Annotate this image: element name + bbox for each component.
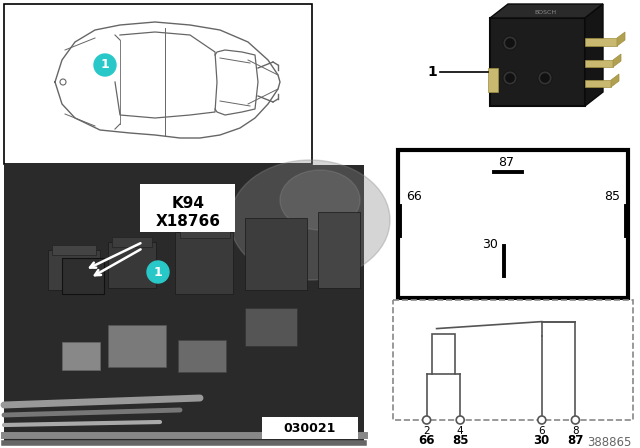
Bar: [585, 60, 613, 67]
Bar: [393, 300, 633, 420]
Text: 1: 1: [427, 65, 437, 79]
Bar: [62, 258, 104, 294]
Bar: [4, 4, 312, 164]
Text: K94: K94: [172, 195, 205, 211]
Text: 8: 8: [572, 426, 579, 436]
Text: 30: 30: [534, 435, 550, 448]
Circle shape: [506, 39, 515, 47]
Text: 2: 2: [423, 426, 430, 436]
Text: 30: 30: [483, 238, 499, 251]
Text: 4: 4: [457, 426, 463, 436]
Text: 87: 87: [499, 155, 515, 168]
Circle shape: [503, 36, 517, 50]
Bar: [245, 218, 307, 290]
Circle shape: [506, 73, 515, 82]
Bar: [431, 334, 455, 375]
Bar: [585, 38, 617, 46]
Bar: [585, 80, 611, 87]
Text: 85: 85: [604, 190, 620, 203]
Bar: [398, 150, 628, 298]
Text: 6: 6: [538, 426, 545, 436]
Text: 85: 85: [452, 435, 468, 448]
Text: 66: 66: [406, 190, 422, 203]
Bar: [318, 212, 360, 288]
Polygon shape: [490, 4, 603, 18]
Bar: [490, 18, 585, 106]
Circle shape: [503, 71, 517, 85]
Circle shape: [422, 416, 431, 424]
Bar: [4, 165, 364, 444]
Bar: [262, 417, 358, 439]
Bar: [178, 340, 226, 372]
Bar: [175, 232, 233, 294]
Text: X18766: X18766: [156, 215, 221, 229]
Circle shape: [538, 416, 546, 424]
Polygon shape: [617, 32, 625, 46]
Ellipse shape: [230, 160, 390, 280]
Circle shape: [538, 71, 552, 85]
Bar: [180, 226, 230, 238]
Bar: [488, 68, 498, 92]
Bar: [245, 308, 297, 346]
Text: 66: 66: [419, 435, 435, 448]
Text: 388865: 388865: [588, 435, 632, 448]
Text: 030021: 030021: [284, 422, 336, 435]
Bar: [62, 342, 100, 370]
Ellipse shape: [280, 170, 360, 230]
Bar: [140, 184, 235, 232]
Polygon shape: [585, 4, 603, 106]
Bar: [52, 245, 96, 255]
Bar: [48, 250, 100, 290]
Circle shape: [572, 416, 579, 424]
Bar: [112, 237, 152, 247]
Circle shape: [541, 73, 550, 82]
Circle shape: [147, 261, 169, 283]
Bar: [108, 325, 166, 367]
Text: BOSCH: BOSCH: [534, 9, 556, 14]
Circle shape: [94, 54, 116, 76]
Text: 1: 1: [100, 59, 109, 72]
Circle shape: [456, 416, 464, 424]
Polygon shape: [613, 54, 621, 67]
Polygon shape: [611, 74, 619, 87]
Bar: [108, 242, 156, 288]
Text: 87: 87: [567, 435, 584, 448]
Text: 1: 1: [154, 266, 163, 279]
